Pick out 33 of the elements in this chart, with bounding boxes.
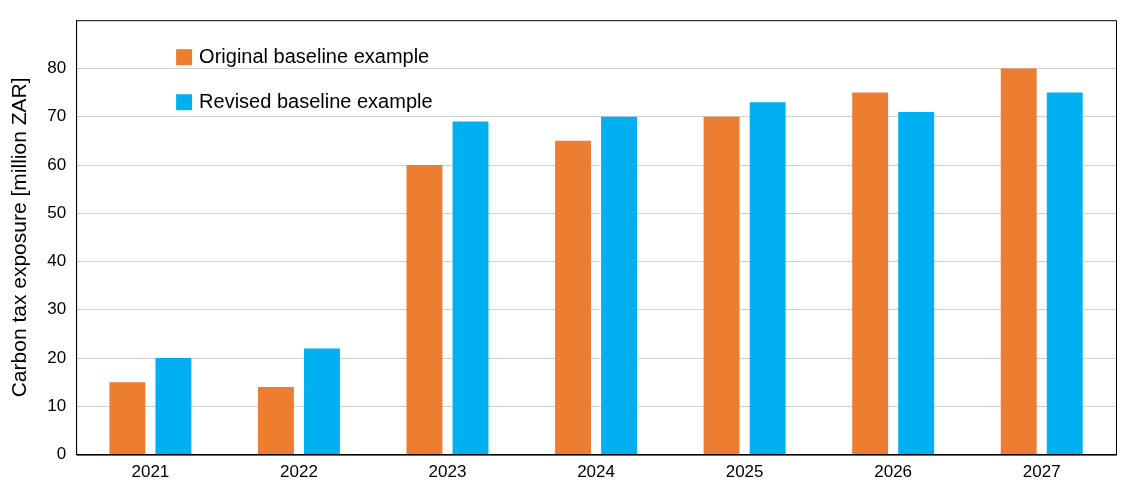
bar [749,102,786,455]
bar [601,116,638,455]
bar [703,116,740,455]
x-tick-label: 2026 [874,462,913,482]
bar [1000,68,1037,455]
legend-label: Original baseline example [199,44,430,67]
y-tick-label: 30 [47,299,67,319]
y-tick-label: 60 [47,154,67,174]
bar [406,165,443,455]
bar [109,382,146,455]
bar [155,358,192,455]
bar [852,92,889,455]
bar [257,387,294,455]
y-axis-title: Carbon tax exposure [million ZAR] [7,77,31,398]
bar [898,111,935,455]
x-tick-label: 2021 [131,462,170,482]
y-tick-label: 0 [56,444,67,464]
x-tick-label: 2022 [280,462,318,482]
bar [304,348,340,455]
y-tick-label: 20 [47,347,67,367]
y-tick-label: 10 [47,396,67,416]
bar [555,140,591,455]
x-tick-label: 2025 [725,462,764,482]
y-tick-label: 80 [47,58,67,78]
x-tick-label: 2024 [577,462,615,482]
bar [452,121,489,455]
x-tick-label: 2023 [428,462,467,482]
y-tick-label: 40 [47,251,67,271]
x-tick-label: 2027 [1022,462,1061,482]
legend-label: Revised baseline example [199,89,433,112]
bar [1046,92,1083,455]
y-tick-label: 50 [47,202,67,222]
y-tick-label: 70 [47,106,67,126]
